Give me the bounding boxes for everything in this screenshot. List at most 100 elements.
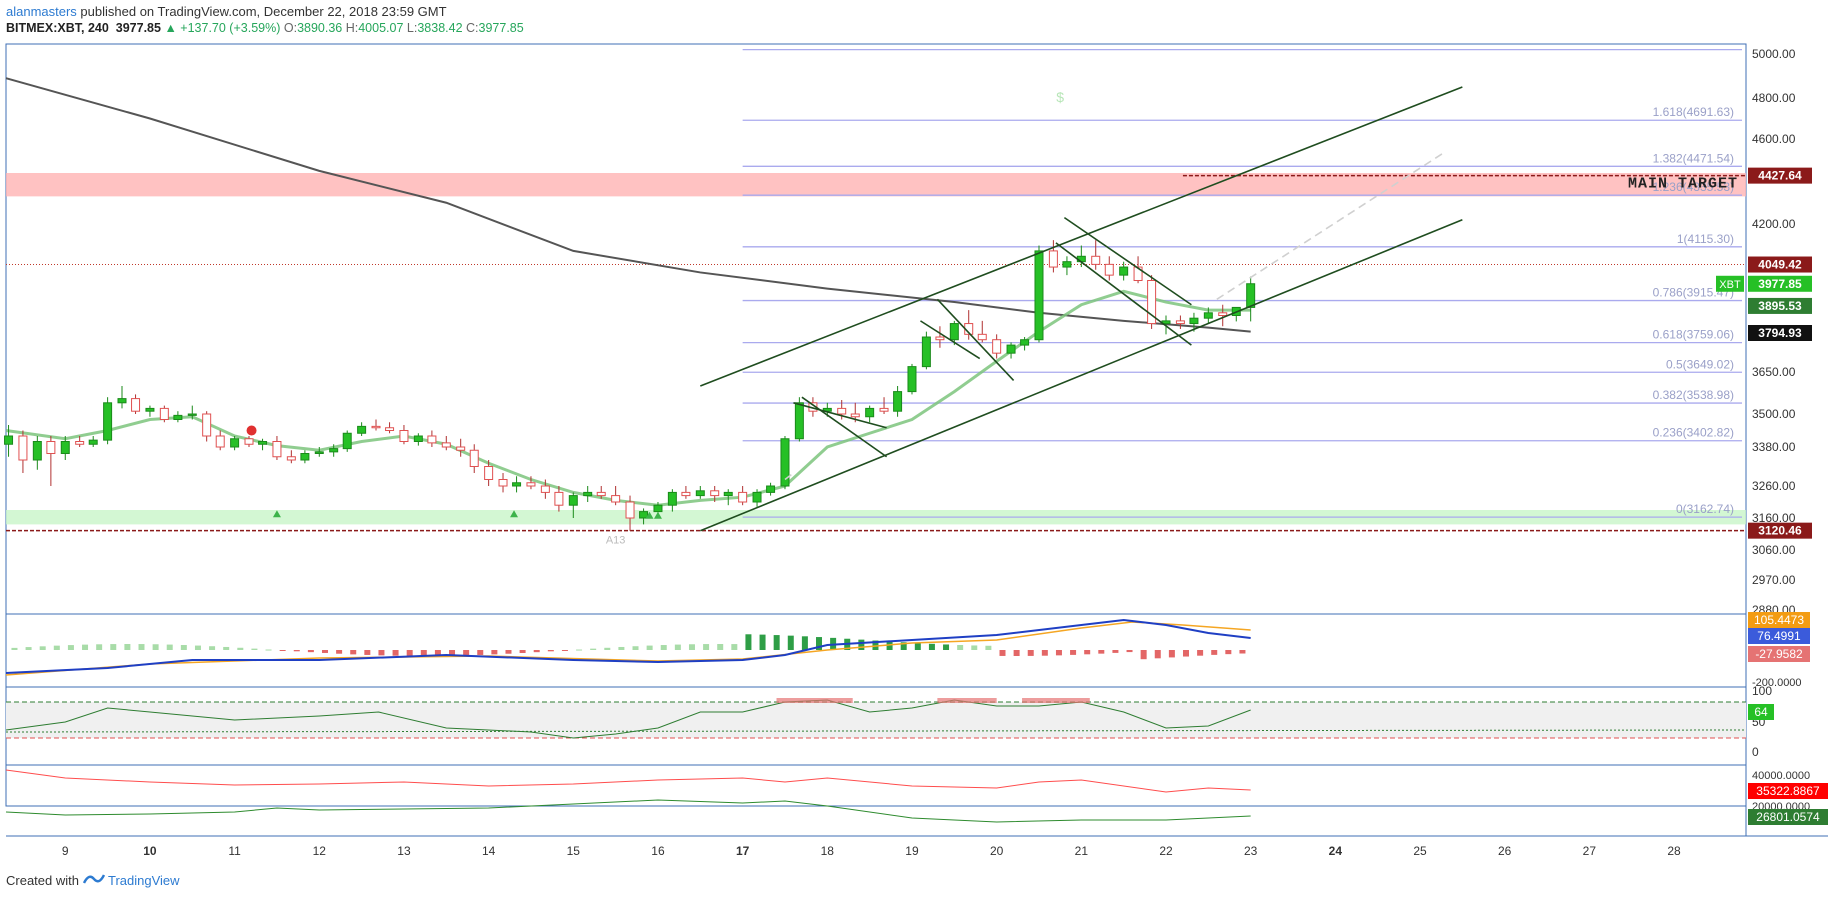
rsi-overbought-fill [1022,698,1090,703]
macd-histogram-bar [392,650,399,656]
candle [244,438,254,445]
macd-histogram-bar [194,645,201,650]
macd-histogram-bar [166,644,173,650]
x-tick-label: 19 [905,844,919,858]
macd-histogram-bar [265,649,272,651]
candle [329,448,339,453]
price-label: 3120.46 [1758,524,1802,538]
candle [103,402,113,441]
long-moving-average [5,77,1251,333]
macd-histogram-bar [816,637,823,650]
candle [710,490,720,497]
macd-histogram-bar [279,650,286,651]
candle [385,427,395,431]
x-tick-label: 26 [1498,844,1512,858]
macd-value-label: 105.4473 [1754,613,1804,627]
candle [879,407,889,412]
macd-histogram-bar [759,634,766,650]
macd-histogram-bar [209,646,216,650]
price-label: 3895.53 [1758,299,1802,313]
macd-histogram-bar [96,644,103,650]
candle [60,441,70,454]
candle [46,441,56,454]
macd-histogram-bar [1182,650,1189,657]
y-tick-label: 4800.00 [1752,91,1796,105]
dmi-label-bg [1748,809,1828,825]
projection-line [1216,151,1446,301]
macd-histogram-bar [138,644,145,650]
macd-line [5,618,1251,674]
candle [949,323,959,341]
macd-histogram-bar [547,650,554,652]
tradingview-link[interactable]: TradingView [108,873,180,888]
price-label-bg [1748,256,1812,273]
author-link[interactable]: alanmasters [6,4,77,19]
candle [1034,250,1044,341]
candle [1203,312,1213,319]
macd-histogram-bar [477,650,484,655]
last-price: 3977.85 [115,21,161,35]
macd-histogram-bar [561,650,568,651]
x-tick-label: 25 [1413,844,1427,858]
low-value: 3838.42 [417,21,463,35]
y-tick-label: 5000.00 [1752,47,1796,61]
candle [794,402,804,440]
macd-histogram-bar [82,644,89,650]
fib-label: 1(4115.30) [1677,232,1734,246]
rsi-overbought-fill [937,698,997,703]
close-value: 3977.85 [478,21,524,35]
x-tick-label: 27 [1583,844,1597,858]
fib-label: 1.236(4335.53) [1653,180,1734,194]
fib-label: 0.786(3915.47) [1653,286,1734,300]
macd-histogram-bar [1013,650,1020,656]
dmi-value-label: 35322.8867 [1756,784,1820,798]
candle [4,435,14,445]
candle [145,407,155,412]
macd-histogram-bar [1112,650,1119,653]
macd-histogram-bar [1197,650,1204,656]
macd-histogram-bar [731,644,738,650]
x-tick-label: 17 [736,844,750,858]
candle [837,407,847,415]
rsi-band [6,702,1746,738]
price-chart[interactable]: 1.618(4691.63) 1.382(4471.54) 1.236(4335.5… [0,0,1828,870]
channel-lower [700,219,1463,532]
macd-histogram-bar [1098,650,1105,654]
rsi-value-bg [1748,704,1774,720]
candle [992,339,1002,354]
candle [456,446,466,451]
candle [75,441,85,445]
candle [667,491,677,506]
macd-histogram-bar [533,650,540,653]
candle [723,491,733,497]
macd-histogram-bar [858,639,865,650]
candle [512,482,522,487]
macd-histogram-bar [519,650,526,653]
macd-histogram-bar [124,644,131,650]
y-tick-label: 3160.00 [1752,511,1796,525]
macd-histogram-bar [660,645,667,650]
y-tick-label: 3500.00 [1752,407,1796,421]
macd-histogram-bar [928,643,935,650]
macd-histogram-bar [1168,650,1175,658]
candle [173,414,183,420]
candle [907,366,917,393]
macd-histogram-bar [1140,650,1147,660]
candle [286,456,296,461]
price-label-bg [1748,297,1812,314]
candle [921,336,931,368]
macd-histogram-bar [886,641,893,650]
candle [1119,266,1129,276]
y-tick-label: 4600.00 [1752,132,1796,146]
candle [681,491,691,497]
resistance-zone [6,173,1746,197]
y-tick-label: 4200.00 [1752,217,1796,231]
macd-histogram-bar [745,634,752,650]
candle [230,438,240,448]
price-label-bg [1748,522,1812,539]
macd-histogram-bar [406,650,413,656]
candle [653,504,663,513]
x-tick-label: 10 [143,844,157,858]
candle [159,407,169,420]
candle [498,479,508,487]
